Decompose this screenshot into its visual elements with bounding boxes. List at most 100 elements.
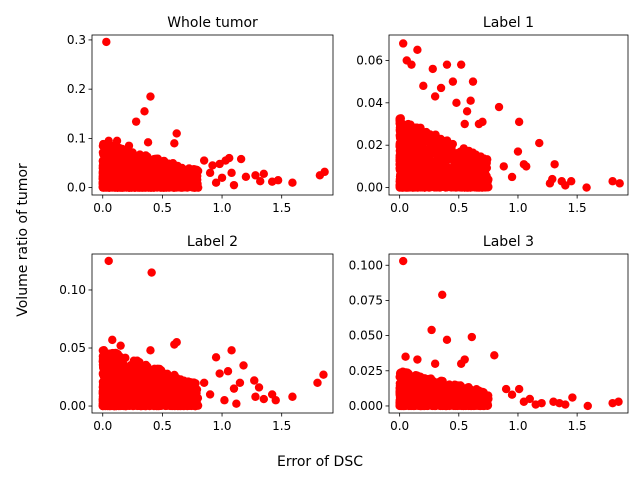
- scatter-point: [442, 335, 452, 345]
- scatter-point: [522, 162, 531, 171]
- figure-xlabel: Error of DSC: [277, 454, 363, 470]
- scatter-point: [478, 387, 487, 397]
- scatter-point: [180, 165, 189, 174]
- scatter-point: [432, 386, 442, 395]
- y-tick-label: 0.00: [59, 399, 86, 413]
- scatter-point: [144, 176, 153, 186]
- scatter-point: [129, 395, 139, 405]
- scatter-point: [215, 159, 224, 169]
- scatter-point: [223, 367, 233, 376]
- scatter-point: [420, 153, 429, 162]
- scatter-point: [172, 129, 181, 138]
- scatter-point: [396, 369, 405, 379]
- scatter-point: [396, 181, 406, 190]
- axes-frame: [91, 253, 334, 414]
- panel-3: Label 3 0.0 0.5 1.0 1.5 0.000 0.025 0.050 0.075 0…: [349, 234, 629, 433]
- scatter-point: [184, 401, 193, 410]
- scatter-point: [235, 378, 245, 388]
- scatter-point: [239, 361, 248, 370]
- scatter-point: [102, 349, 111, 359]
- scatter-point: [259, 394, 269, 404]
- scatter-point: [454, 163, 464, 172]
- scatter-point: [423, 401, 432, 411]
- scatter-point: [464, 401, 473, 411]
- points-layer: [98, 256, 328, 411]
- scatter-point: [430, 359, 440, 368]
- scatter-point: [124, 141, 134, 150]
- scatter-point: [514, 384, 524, 394]
- scatter-point: [241, 172, 251, 181]
- scatter-point: [135, 401, 145, 411]
- scatter-point: [112, 362, 121, 371]
- scatter-point: [436, 83, 446, 93]
- scatter-point: [452, 152, 462, 161]
- x-tick-label: 1.0: [212, 419, 231, 433]
- x-tick-label: 1.0: [508, 419, 527, 433]
- scatter-point: [447, 169, 456, 179]
- scatter-point: [466, 96, 475, 105]
- scatter-point: [170, 139, 179, 148]
- scatter-point: [407, 60, 416, 69]
- y-tick-label: 0.1: [67, 131, 86, 145]
- scatter-point: [199, 156, 209, 165]
- x-tick-label: 0.5: [153, 201, 172, 215]
- scatter-point: [320, 167, 329, 177]
- scatter-point: [398, 39, 408, 48]
- scatter-point: [142, 371, 152, 380]
- scatter-point: [129, 169, 139, 179]
- scatter-point: [561, 181, 570, 190]
- scatter-point: [427, 325, 436, 335]
- scatter-point: [514, 117, 524, 127]
- scatter-point: [413, 355, 422, 364]
- y-tick-label: 0.00: [356, 181, 383, 195]
- figure-ylabel: Volume ratio of tumor: [15, 163, 31, 317]
- scatter-point: [469, 150, 479, 160]
- scatter-point: [398, 256, 408, 266]
- scatter-point: [215, 369, 224, 378]
- scatter-point: [453, 386, 462, 395]
- scatter-point: [319, 370, 328, 379]
- scatter-point: [448, 77, 458, 86]
- scatter-point: [475, 180, 485, 189]
- scatter-point: [117, 153, 126, 162]
- scatter-point: [179, 376, 189, 385]
- scatter-point: [400, 401, 410, 411]
- scatter-point: [439, 140, 449, 149]
- scatter-point: [545, 179, 555, 188]
- x-tick-label: 0.5: [449, 201, 468, 215]
- scatter-point: [567, 177, 576, 186]
- scatter-point: [173, 161, 182, 171]
- scatter-point: [415, 162, 424, 172]
- scatter-point: [220, 396, 229, 405]
- scatter-point: [462, 107, 472, 116]
- scatter-point: [423, 170, 432, 179]
- scatter-point: [288, 392, 297, 401]
- scatter-point: [163, 177, 173, 187]
- scatter-point: [395, 131, 404, 140]
- x-tick-label: 1.0: [212, 201, 231, 215]
- scatter-point: [229, 180, 239, 190]
- x-tick-label: 0.0: [390, 201, 409, 215]
- scatter-point: [112, 136, 122, 146]
- x-tick-label: 1.5: [568, 419, 587, 433]
- scatter-point: [474, 119, 484, 129]
- scatter-point: [441, 383, 450, 393]
- panel-1: Label 1 0.0 0.5 1.0 1.5 0.00 0.02 0.04 0.06: [356, 15, 629, 215]
- scatter-point: [173, 388, 183, 397]
- scatter-point: [401, 352, 410, 361]
- scatter-point: [400, 382, 410, 392]
- scatter-point: [467, 332, 477, 342]
- scatter-point: [119, 376, 129, 385]
- scatter-point: [406, 120, 415, 129]
- scatter-point: [418, 134, 428, 143]
- scatter-point: [430, 92, 440, 101]
- scatter-point: [396, 164, 405, 174]
- scatter-point: [251, 392, 260, 401]
- scatter-point: [483, 178, 492, 187]
- scatter-point: [463, 149, 472, 158]
- scatter-point: [395, 142, 404, 151]
- scatter-point: [229, 384, 239, 393]
- scatter-point: [163, 369, 172, 378]
- scatter-point: [158, 170, 168, 179]
- scatter-point: [396, 114, 406, 123]
